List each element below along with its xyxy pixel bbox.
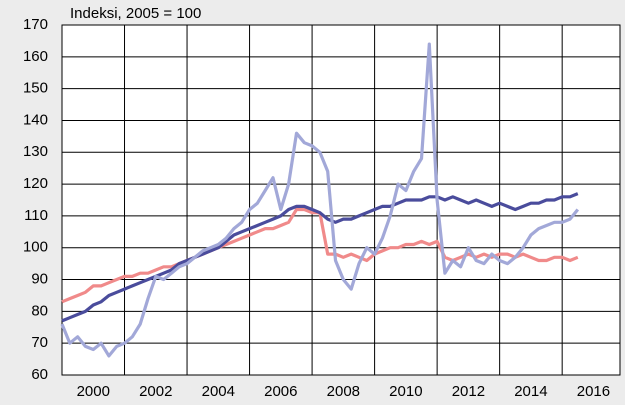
- x-tick-label: 2010: [389, 383, 422, 400]
- y-tick-label: 80: [31, 302, 48, 319]
- x-tick-label: 2012: [452, 383, 485, 400]
- series-line: [60, 42, 580, 358]
- plot-area: [62, 25, 620, 375]
- plot-border: [61, 24, 621, 376]
- x-tick-label: 2016: [577, 383, 610, 400]
- y-tick-label: 60: [31, 366, 48, 383]
- y-tick-label: 90: [31, 271, 48, 288]
- x-tick-label: 2014: [514, 383, 547, 400]
- y-tick-label: 160: [23, 48, 48, 65]
- x-tick-label: 2006: [264, 383, 297, 400]
- y-tick-label: 150: [23, 80, 48, 97]
- x-tick-label: 2004: [202, 383, 235, 400]
- x-tick-label: 2008: [327, 383, 360, 400]
- annotation: Indeksi, 2005 = 100: [70, 5, 201, 22]
- y-tick-label: 130: [23, 143, 48, 160]
- series-line: [61, 192, 579, 323]
- y-tick-label: 100: [23, 239, 48, 256]
- y-tick-label: 70: [31, 334, 48, 351]
- y-tick-label: 170: [23, 16, 48, 33]
- y-tick-label: 140: [23, 111, 48, 128]
- y-tick-label: 120: [23, 175, 48, 192]
- y-tick-label: 110: [24, 207, 48, 224]
- x-tick-label: 2000: [77, 383, 110, 400]
- x-tick-label: 2002: [139, 383, 172, 400]
